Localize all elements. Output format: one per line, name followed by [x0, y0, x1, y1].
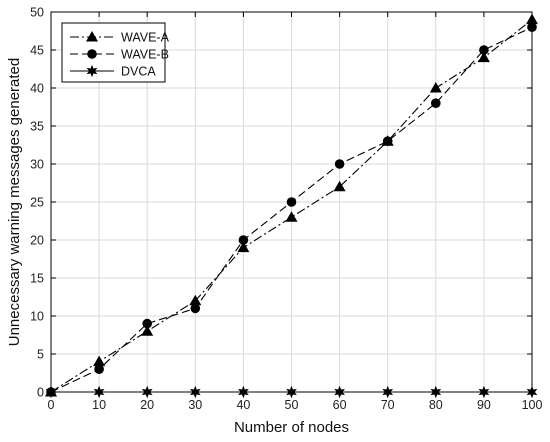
legend-box — [61, 22, 166, 83]
circle-marker — [286, 197, 297, 207]
circle-marker — [431, 98, 441, 108]
x-tick-label: 40 — [236, 398, 250, 412]
y-tick-label: 35 — [30, 120, 44, 134]
triangle-marker — [141, 325, 154, 336]
triangle-marker — [477, 51, 490, 63]
triangle-marker — [237, 241, 250, 253]
circle-marker — [382, 136, 393, 146]
x-tick-label: 70 — [381, 398, 395, 412]
triangle-marker — [93, 355, 106, 367]
x-tick-label: 10 — [92, 398, 106, 412]
x-tick-label: 20 — [140, 398, 154, 412]
circle-marker — [479, 45, 489, 55]
legend-label: WAVE-A — [121, 31, 170, 45]
series-line — [50, 19, 533, 393]
hexagram-marker — [86, 64, 98, 78]
circle-marker — [87, 49, 97, 59]
circle-marker — [94, 364, 104, 375]
y-tick-label: 15 — [30, 272, 44, 286]
circle-marker — [334, 159, 345, 169]
x-tick-label: 90 — [477, 398, 491, 412]
axis-ticks: 0 10 20 30 40 50 60 70 80 90 100 0 5 10 15 20 25 30 35 40 45… — [30, 6, 542, 413]
y-axis-label: Unnecessary warning messages generated — [6, 58, 23, 347]
x-tick-label: 100 — [522, 398, 543, 412]
y-tick-label: 10 — [30, 310, 44, 324]
y-tick-label: 50 — [30, 6, 44, 20]
legend: WAVE-A WAVE-B DVCA — [61, 22, 170, 83]
triangle-marker — [189, 294, 202, 306]
x-tick-label: 60 — [333, 398, 347, 412]
triangle-marker — [333, 180, 346, 192]
x-tick-label: 50 — [285, 398, 299, 412]
y-tick-label: 5 — [37, 348, 44, 362]
x-axis-label: Number of nodes — [234, 419, 349, 436]
y-tick-label: 25 — [30, 196, 44, 210]
triangle-marker — [429, 82, 442, 93]
triangle-marker — [86, 31, 98, 42]
y-tick-label: 45 — [30, 44, 44, 58]
legend-label: WAVE-B — [121, 48, 169, 62]
y-tick-label: 0 — [37, 386, 44, 400]
x-tick-label: 30 — [188, 398, 202, 412]
circle-marker — [190, 303, 201, 314]
y-tick-label: 20 — [30, 234, 44, 248]
y-tick-label: 40 — [30, 82, 44, 96]
triangle-marker — [285, 211, 298, 222]
x-tick-label: 0 — [48, 398, 55, 412]
legend-label: DVCA — [121, 65, 156, 79]
circle-marker — [238, 235, 249, 245]
x-tick-label: 80 — [429, 398, 443, 412]
series-group — [45, 13, 538, 399]
circle-marker — [142, 318, 152, 329]
series-wave-b — [46, 22, 537, 397]
y-tick-label: 30 — [30, 158, 44, 172]
